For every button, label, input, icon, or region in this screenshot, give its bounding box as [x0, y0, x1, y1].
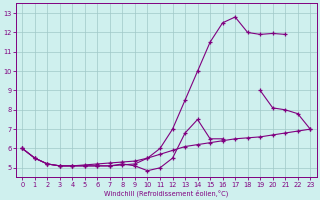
X-axis label: Windchill (Refroidissement éolien,°C): Windchill (Refroidissement éolien,°C): [104, 189, 228, 197]
